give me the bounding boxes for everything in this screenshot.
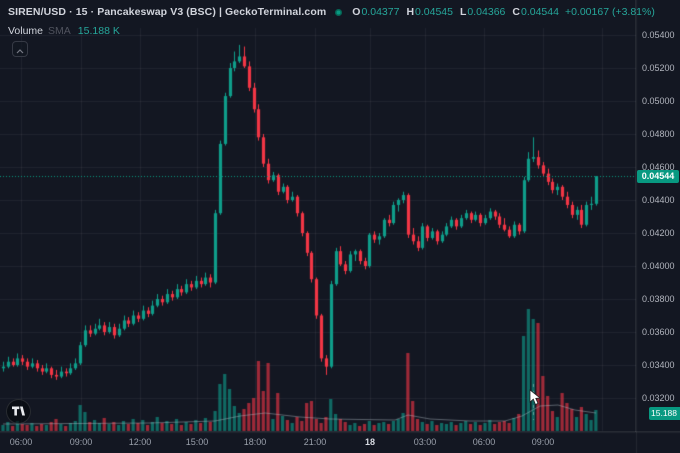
high-value: 0.04545 [415, 6, 453, 18]
last-price-badge: 0.04544 [637, 169, 679, 183]
price-change: +0.00167 (+3.81%) [564, 6, 655, 18]
low-label: L [460, 6, 467, 18]
volume-indicator-legend: Volume SMA 15.188 K [8, 25, 120, 37]
price-axis-label: 0.05000 [642, 95, 675, 106]
market-status-icon [335, 8, 343, 16]
price-axis-label: 0.03600 [642, 326, 675, 337]
time-axis-label: 15:00 [185, 437, 209, 447]
time-axis-label: 09:00 [69, 437, 93, 447]
price-axis-label: 0.04200 [642, 227, 675, 238]
price-axis[interactable]: 0.04544 15.188 K 0.05400 0.05200 0.05000 0.… [635, 0, 680, 432]
volume-sma-label: SMA [48, 25, 71, 37]
tradingview-logo[interactable] [6, 399, 31, 424]
price-axis-label: 0.03400 [642, 359, 675, 370]
ohlc-values: O0.04377 H0.04545 L0.04366 C0.04544 [352, 6, 559, 18]
price-axis-label: 0.04800 [642, 128, 675, 139]
time-axis-label: 06:00 [472, 437, 496, 447]
price-axis-label: 0.05400 [642, 29, 675, 40]
price-axis-label: 0.04600 [642, 161, 675, 172]
chart-legend: SIREN/USD · 15 · Pancakeswap V3 (BSC) | … [8, 6, 655, 18]
price-axis-label: 0.04000 [642, 260, 675, 271]
volume-sma-value: 15.188 K [77, 25, 120, 37]
time-axis-label: 12:00 [128, 437, 152, 447]
low-value: 0.04366 [467, 6, 506, 18]
price-axis-label: 0.03800 [642, 293, 675, 304]
time-axis-label: 18:00 [243, 437, 267, 447]
symbol-title: SIREN/USD · 15 · Pancakeswap V3 (BSC) | … [8, 6, 327, 18]
close-label: C [512, 6, 520, 18]
volume-value-badge: 15.188 K [649, 407, 680, 420]
time-axis-label: 21:00 [303, 437, 327, 447]
high-label: H [406, 6, 415, 18]
price-axis-label: 0.05200 [642, 62, 675, 73]
time-axis-label: 06:00 [9, 437, 33, 447]
chevron-up-icon [16, 42, 24, 57]
time-axis-label: 09:00 [531, 437, 555, 447]
tradingview-logo-icon [12, 403, 25, 421]
open-label: O [352, 6, 361, 18]
time-axis[interactable]: 06:00 09:00 12:00 15:00 18:00 21:00 18 03:00 06:… [0, 431, 680, 453]
mouse-cursor-icon [529, 389, 542, 406]
open-value: 0.04377 [361, 6, 400, 18]
time-axis-label: 03:00 [413, 437, 437, 447]
collapse-legend-button[interactable] [12, 41, 28, 57]
volume-indicator-label: Volume [8, 25, 44, 37]
price-axis-label: 0.04400 [642, 194, 675, 205]
price-axis-label: 0.03200 [642, 392, 675, 403]
time-axis-day-label: 18 [364, 437, 375, 447]
close-value: 0.04544 [520, 6, 559, 18]
